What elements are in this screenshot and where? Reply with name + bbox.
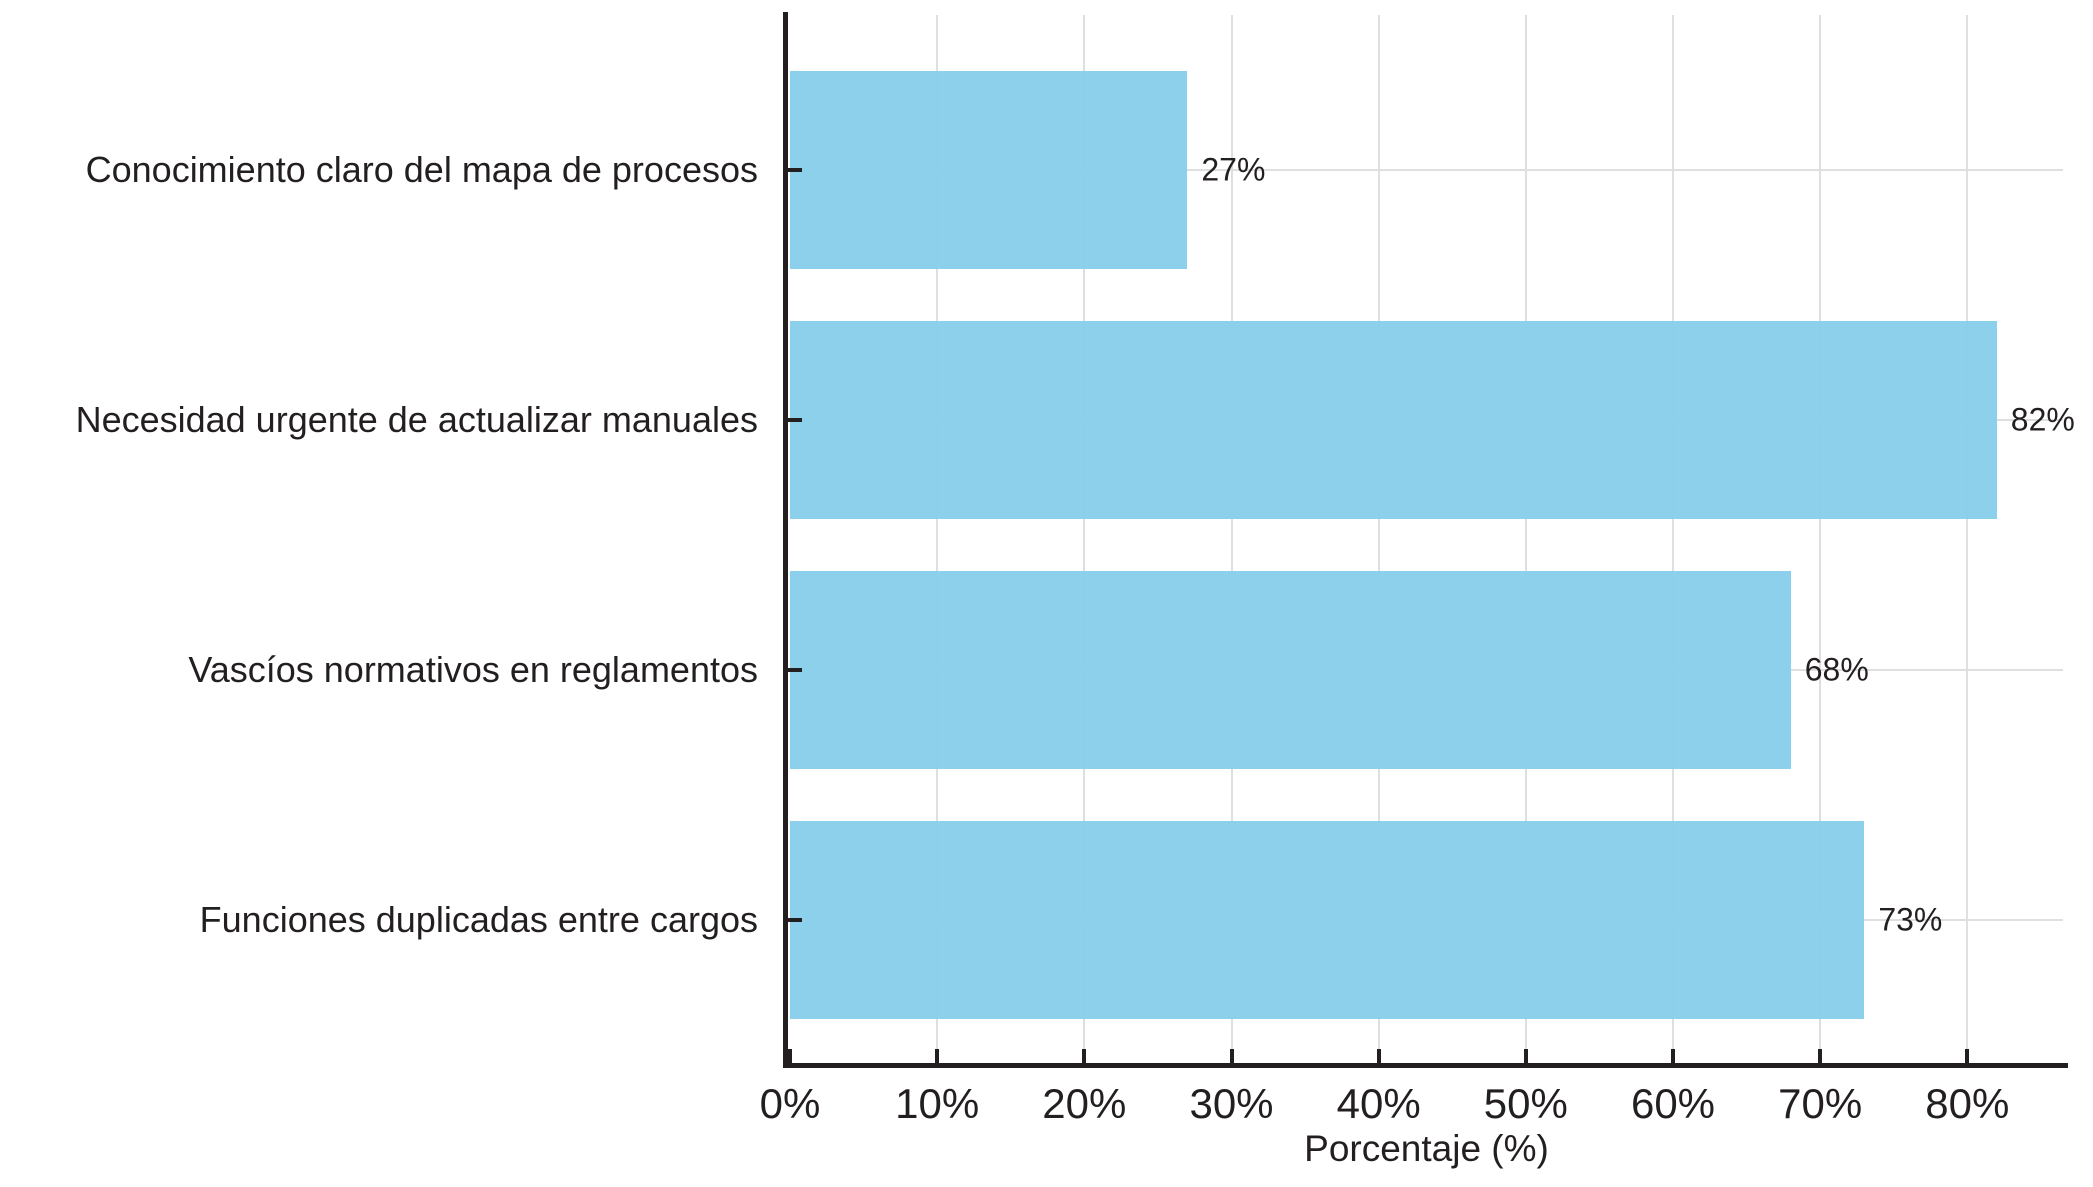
x-axis-tick-label: 0% xyxy=(759,1080,821,1127)
plot-area: 27% 82% 68% 73% xyxy=(790,15,2075,1065)
bar-value-label: 27% xyxy=(1201,151,1266,188)
x-axis-tick-label: 20% xyxy=(1042,1080,1127,1127)
bar-value-label: 73% xyxy=(1878,901,1943,938)
bar-1 xyxy=(790,71,1188,269)
y-axis-tick xyxy=(788,918,802,922)
gridline-vertical xyxy=(1524,15,1527,1065)
category-label-2: Necesidad urgente de actualizar manuales xyxy=(75,399,758,440)
bar-2 xyxy=(790,321,1997,519)
bar-value-label: 82% xyxy=(2010,401,2075,438)
x-axis-tick xyxy=(788,1049,792,1063)
y-axis-tick xyxy=(788,668,802,672)
x-axis-tick-label: 50% xyxy=(1483,1080,1568,1127)
x-axis-tick xyxy=(1229,1049,1234,1063)
gridline-vertical xyxy=(1230,15,1233,1065)
gridline-vertical xyxy=(1819,15,1822,1065)
x-axis-tick xyxy=(1671,1049,1675,1063)
category-label-4: Funciones duplicadas entre cargos xyxy=(199,899,758,940)
y-axis-line xyxy=(783,12,788,1068)
x-axis-tick-label: 60% xyxy=(1630,1080,1716,1127)
y-axis-tick xyxy=(788,418,802,422)
x-axis-title: Porcentaje (%) xyxy=(1304,1128,1549,1169)
x-axis-tick-label: 30% xyxy=(1189,1080,1274,1127)
gridline-vertical xyxy=(1377,15,1380,1065)
category-label-3: Vascíos normativos en reglamentos xyxy=(188,649,758,690)
x-axis-tick-label: 40% xyxy=(1336,1080,1421,1127)
bar-3 xyxy=(790,571,1791,769)
gridline-vertical xyxy=(936,15,939,1065)
bar-value-label: 68% xyxy=(1804,651,1869,688)
x-axis-tick xyxy=(1376,1049,1381,1063)
x-axis-tick-label: 80% xyxy=(1925,1080,2010,1127)
x-axis-line xyxy=(783,1063,2068,1068)
x-axis-tick xyxy=(1965,1049,1970,1063)
x-axis-tick xyxy=(935,1049,940,1063)
x-axis-tick xyxy=(1523,1049,1528,1063)
gridline-vertical xyxy=(1966,15,1969,1065)
x-axis-tick-label: 70% xyxy=(1778,1080,1863,1127)
gridline-vertical xyxy=(1672,15,1674,1065)
category-label-1: Conocimiento claro del mapa de procesos xyxy=(85,149,758,190)
x-axis-tick xyxy=(1818,1049,1823,1063)
gridline-vertical xyxy=(1083,15,1086,1065)
x-axis-tick xyxy=(1082,1049,1087,1063)
y-axis-tick xyxy=(788,168,802,172)
bar-4 xyxy=(790,821,1865,1019)
x-axis-tick-label: 10% xyxy=(895,1080,980,1127)
gridline-horizontal xyxy=(790,169,2063,171)
